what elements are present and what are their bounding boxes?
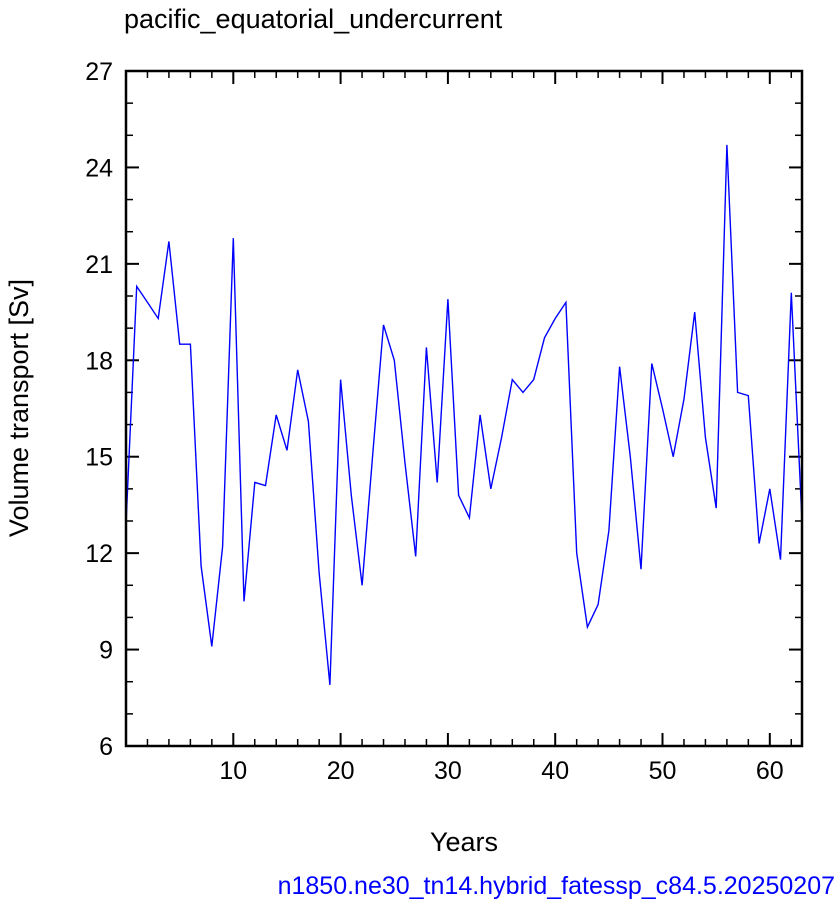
- x-tick-label: 60: [756, 757, 784, 785]
- chart-title: pacific_equatorial_undercurrent: [124, 4, 503, 34]
- y-tick-label: 12: [85, 540, 113, 568]
- y-tick-label: 21: [85, 251, 113, 279]
- y-axis-label: Volume transport [Sv]: [4, 279, 34, 537]
- x-tick-label: 20: [327, 757, 355, 785]
- y-tick-label: 24: [85, 154, 113, 182]
- x-tick-label: 40: [541, 757, 569, 785]
- x-tick-label: 10: [219, 757, 247, 785]
- x-tick-label: 30: [434, 757, 462, 785]
- caption: n1850.ne30_tn14.hybrid_fatessp_c84.5.202…: [278, 872, 835, 900]
- x-tick-label: 50: [649, 757, 677, 785]
- series-line: [125, 144, 803, 685]
- y-tick-label: 15: [85, 444, 113, 472]
- y-tick-label: 18: [85, 347, 113, 375]
- y-tick-label: 9: [99, 637, 113, 665]
- axis-tick-labels: 10 20 30 40 50 60 6 9 12 15 18 21 24 27: [85, 58, 784, 785]
- y-tick-label: 27: [85, 58, 113, 86]
- y-tick-label: 6: [99, 733, 113, 761]
- plot-frame: [124, 69, 804, 748]
- x-axis-label: Years: [430, 827, 498, 857]
